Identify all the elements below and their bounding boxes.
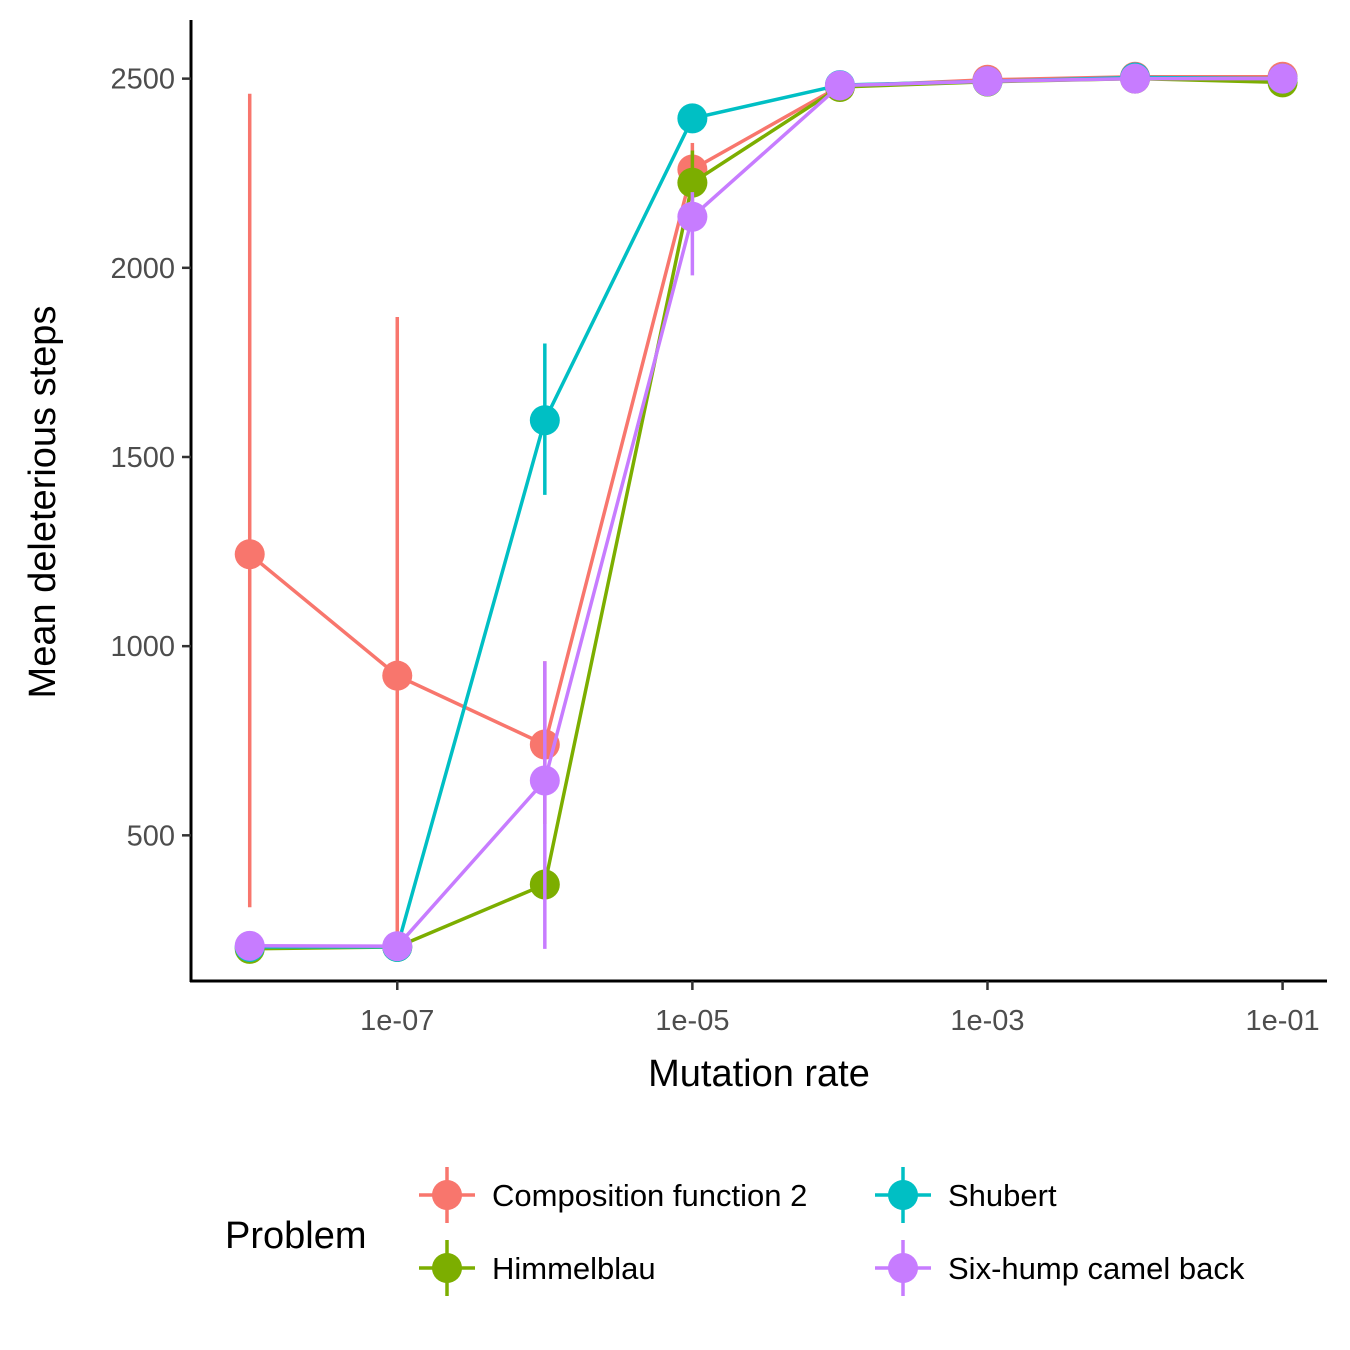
series-0 [234, 61, 1298, 949]
y-tick-label: 500 [127, 820, 175, 852]
data-point [1120, 63, 1151, 94]
plot-area [234, 61, 1298, 964]
legend-key-point [432, 1253, 462, 1283]
series-1 [234, 63, 1298, 964]
data-point [677, 103, 708, 134]
data-point [1267, 63, 1298, 94]
x-tick-label: 1e-01 [1245, 1005, 1319, 1037]
legend-item: Composition function 2 [419, 1167, 807, 1223]
data-point [677, 167, 708, 198]
data-point [972, 66, 1003, 97]
axes [189, 20, 1327, 983]
legend-title: Problem [225, 1215, 367, 1257]
legend-item: Shubert [875, 1167, 1057, 1223]
y-tick-label: 2000 [110, 253, 175, 285]
y-axis-title: Mean deleterious steps [22, 306, 64, 699]
series-3 [234, 63, 1298, 962]
y-tick-label: 1000 [110, 631, 175, 663]
y-tick-label: 2500 [110, 64, 175, 96]
data-point [677, 201, 708, 232]
legend: Problem Composition function 2 Himmelblau… [225, 1167, 1245, 1296]
x-axis-title: Mutation rate [648, 1053, 870, 1095]
series-line [248, 75, 1283, 747]
x-tick-label: 1e-03 [950, 1005, 1024, 1037]
legend-label: Composition function 2 [492, 1178, 807, 1213]
legend-key-point [888, 1253, 918, 1283]
series-2 [234, 62, 1298, 962]
legend-label: Himmelblau [492, 1251, 656, 1286]
data-point [234, 930, 265, 961]
data-point [824, 70, 855, 101]
legend-key-point [888, 1180, 918, 1210]
data-point [234, 539, 265, 570]
data-point [382, 660, 413, 691]
data-point [382, 931, 413, 962]
data-point [529, 405, 560, 436]
legend-label: Shubert [948, 1178, 1057, 1213]
x-tick-label: 1e-05 [655, 1005, 729, 1037]
legend-key-point [432, 1180, 462, 1210]
y-tick-label: 1500 [110, 442, 175, 474]
data-point [529, 765, 560, 796]
legend-item: Six-hump camel back [875, 1240, 1245, 1296]
legend-item: Himmelblau [419, 1240, 656, 1296]
axis-ticks: 1e-07 1e-05 1e-03 1e-01 500 1000 1500 2000 2500 [110, 64, 1319, 1037]
legend-label: Six-hump camel back [948, 1251, 1245, 1286]
series-line [249, 76, 1283, 951]
x-tick-label: 1e-07 [360, 1005, 434, 1037]
series-line [249, 75, 1283, 949]
series-line [249, 76, 1283, 948]
